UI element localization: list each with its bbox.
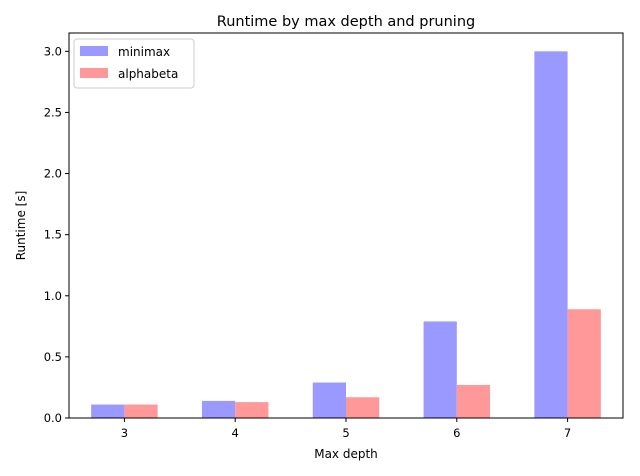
bar-alphabeta-3 [124,404,158,418]
y-axis-ticks: 0.0 0.5 1.0 1.5 2.0 2.5 3.0 [44,44,69,425]
x-tick-label: 7 [564,426,571,440]
legend-swatch-alphabeta [80,68,108,78]
y-tick-label: 2.5 [44,105,62,119]
chart-title: Runtime by max depth and pruning [217,14,475,30]
bar-alphabeta-5 [346,397,380,418]
bars-group [91,51,601,418]
y-tick-label: 1.0 [44,289,62,303]
legend-label-minimax: minimax [118,45,170,59]
bar-minimax-7 [534,51,568,418]
bar-minimax-3 [91,404,125,418]
y-tick-label: 0.0 [44,411,62,425]
x-tick-label: 3 [121,426,128,440]
legend: minimax alphabeta [73,38,195,89]
legend-swatch-minimax [80,46,108,56]
y-tick-label: 1.5 [44,228,62,242]
bar-minimax-5 [312,382,346,418]
bar-alphabeta-4 [235,402,269,418]
y-tick-label: 2.0 [44,167,62,181]
x-tick-label: 6 [453,426,460,440]
legend-label-alphabeta: alphabeta [118,67,178,81]
bar-alphabeta-7 [567,309,601,418]
plot-frame [68,32,624,419]
y-tick-label: 3.0 [44,44,62,58]
x-tick-label: 4 [232,426,239,440]
x-tick-label: 5 [342,426,349,440]
x-axis-ticks: 3 4 5 6 7 [121,418,571,440]
bar-minimax-4 [201,400,236,418]
y-tick-label: 0.5 [44,350,62,364]
x-axis-label: Max depth [314,447,378,461]
bar-alphabeta-6 [456,385,491,418]
bar-minimax-6 [423,321,457,418]
y-axis-label: Runtime [s] [14,191,28,261]
